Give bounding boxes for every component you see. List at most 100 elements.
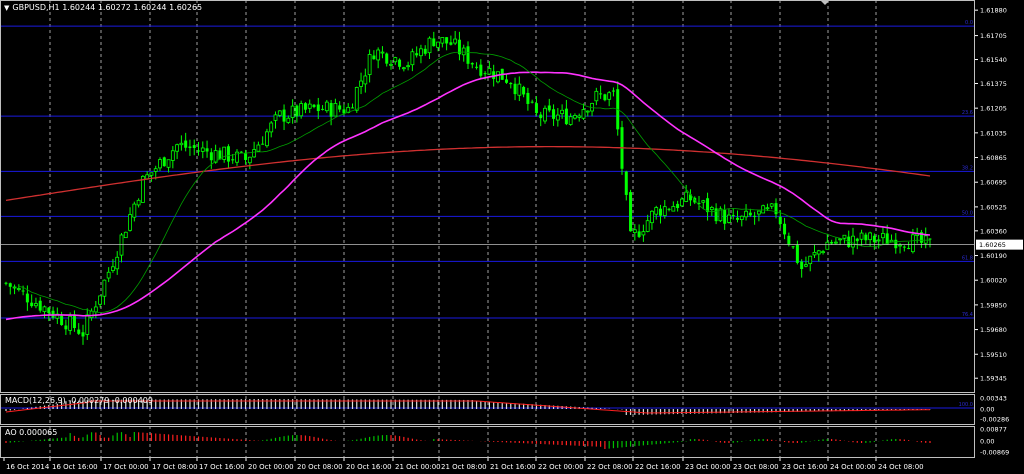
- price-tick-label: 1.60190: [980, 252, 1007, 260]
- candle: [457, 31, 461, 61]
- candle: [363, 68, 368, 93]
- fib-label: 38.2: [962, 165, 973, 171]
- candle: [470, 62, 474, 69]
- candle: [136, 198, 141, 208]
- candle: [907, 241, 911, 250]
- candle: [385, 52, 389, 67]
- candle: [851, 227, 855, 255]
- candle: [761, 204, 766, 214]
- candle: [697, 195, 701, 211]
- candle: [736, 210, 739, 223]
- candle: [577, 113, 582, 122]
- time-tick-label: 16 Oct 16:00: [52, 463, 98, 471]
- price-tick-label: 1.61375: [980, 80, 1007, 88]
- candle: [889, 234, 894, 243]
- candle: [316, 97, 320, 120]
- candle: [632, 223, 637, 241]
- candle: [624, 170, 628, 201]
- price-tick-label: 1.61205: [980, 105, 1007, 113]
- price-tick-label: 1.61705: [980, 32, 1007, 40]
- candle: [346, 103, 351, 114]
- candle: [115, 251, 120, 275]
- candle: [727, 209, 731, 224]
- candle: [568, 113, 573, 126]
- candle: [247, 156, 252, 170]
- candle: [774, 198, 778, 219]
- candle: [838, 238, 843, 246]
- candle: [205, 140, 209, 158]
- candle: [175, 143, 180, 160]
- candle: [821, 249, 825, 255]
- ma-mid-line: [5, 71, 931, 321]
- candle: [466, 41, 470, 69]
- ma-slow-line: [5, 145, 931, 202]
- candle: [4, 281, 8, 286]
- candle: [231, 153, 235, 164]
- candle: [307, 99, 312, 113]
- ao-axis-label: 0.00877: [980, 426, 1007, 434]
- candle: [34, 297, 38, 309]
- fib-label: 100.0: [959, 402, 973, 408]
- time-axis: 16 Oct 2014 16 Oct 16:00 17 Oct 00:00 17 Oc…: [3, 458, 924, 471]
- time-tick-label: 17 Oct 08:00: [152, 463, 198, 471]
- time-tick-label: 23 Oct 00:00: [685, 463, 731, 471]
- candle: [688, 189, 692, 206]
- price-tick-label: 1.59345: [980, 375, 1007, 383]
- candle: [372, 50, 376, 60]
- candle: [410, 48, 415, 72]
- ao-panel: 0.00877 0.00 -0.00869: [5, 426, 1009, 457]
- candle: [324, 99, 329, 113]
- candle: [286, 115, 291, 124]
- time-tick-label: 16 Oct 2014: [6, 463, 50, 471]
- candle: [64, 319, 68, 335]
- panel-frames: [0, 0, 975, 458]
- candle: [650, 210, 654, 230]
- candle: [509, 82, 513, 89]
- candle: [667, 207, 671, 212]
- chart-header: ▼ GBPUSD,H1 1.60244 1.60272 1.60244 1.602…: [4, 3, 202, 12]
- candle: [192, 139, 196, 156]
- candle: [16, 284, 21, 292]
- time-tick-label: 22 Oct 00:00: [538, 463, 584, 471]
- candle: [599, 85, 603, 99]
- candle: [102, 279, 107, 305]
- candle: [98, 295, 103, 308]
- candle: [265, 128, 269, 148]
- candle: [8, 282, 12, 295]
- dropdown-triangle-icon[interactable]: ▼: [4, 4, 10, 12]
- time-tick-label: 21 Oct 00:00: [395, 463, 441, 471]
- candle: [303, 102, 307, 114]
- candle: [290, 99, 295, 124]
- candle: [671, 201, 676, 212]
- time-tick-label: 22 Oct 08:00: [587, 463, 633, 471]
- candle: [261, 136, 265, 145]
- candle: [72, 310, 76, 332]
- candle: [676, 200, 680, 212]
- candle: [744, 204, 748, 221]
- candle: [787, 232, 791, 247]
- candle: [299, 100, 304, 119]
- ao-label: AO 0.000065: [5, 428, 58, 437]
- candle: [783, 217, 787, 240]
- candle: [616, 81, 620, 136]
- candle: [753, 211, 757, 225]
- candle: [415, 46, 419, 58]
- candle: [479, 59, 483, 78]
- candle: [445, 37, 449, 51]
- candle: [277, 110, 282, 118]
- fib-label: 50.0: [962, 210, 973, 216]
- candle: [449, 35, 453, 46]
- candle: [641, 224, 646, 242]
- candle: [547, 98, 551, 113]
- candle: [162, 156, 166, 167]
- candle: [679, 197, 684, 208]
- candle: [282, 104, 286, 131]
- candle: [808, 255, 813, 272]
- candle: [432, 31, 436, 47]
- candle: [38, 296, 42, 313]
- candle: [594, 87, 599, 106]
- price-axis: 1.61880 1.61705 1.61540 1.61375 1.61205 1.610…: [975, 7, 1023, 383]
- fib-label: 23.6: [962, 110, 973, 116]
- price-tick-label: 1.61035: [980, 129, 1007, 137]
- macd-panel: 0.00343 0.00 -0.00286: [5, 395, 1009, 424]
